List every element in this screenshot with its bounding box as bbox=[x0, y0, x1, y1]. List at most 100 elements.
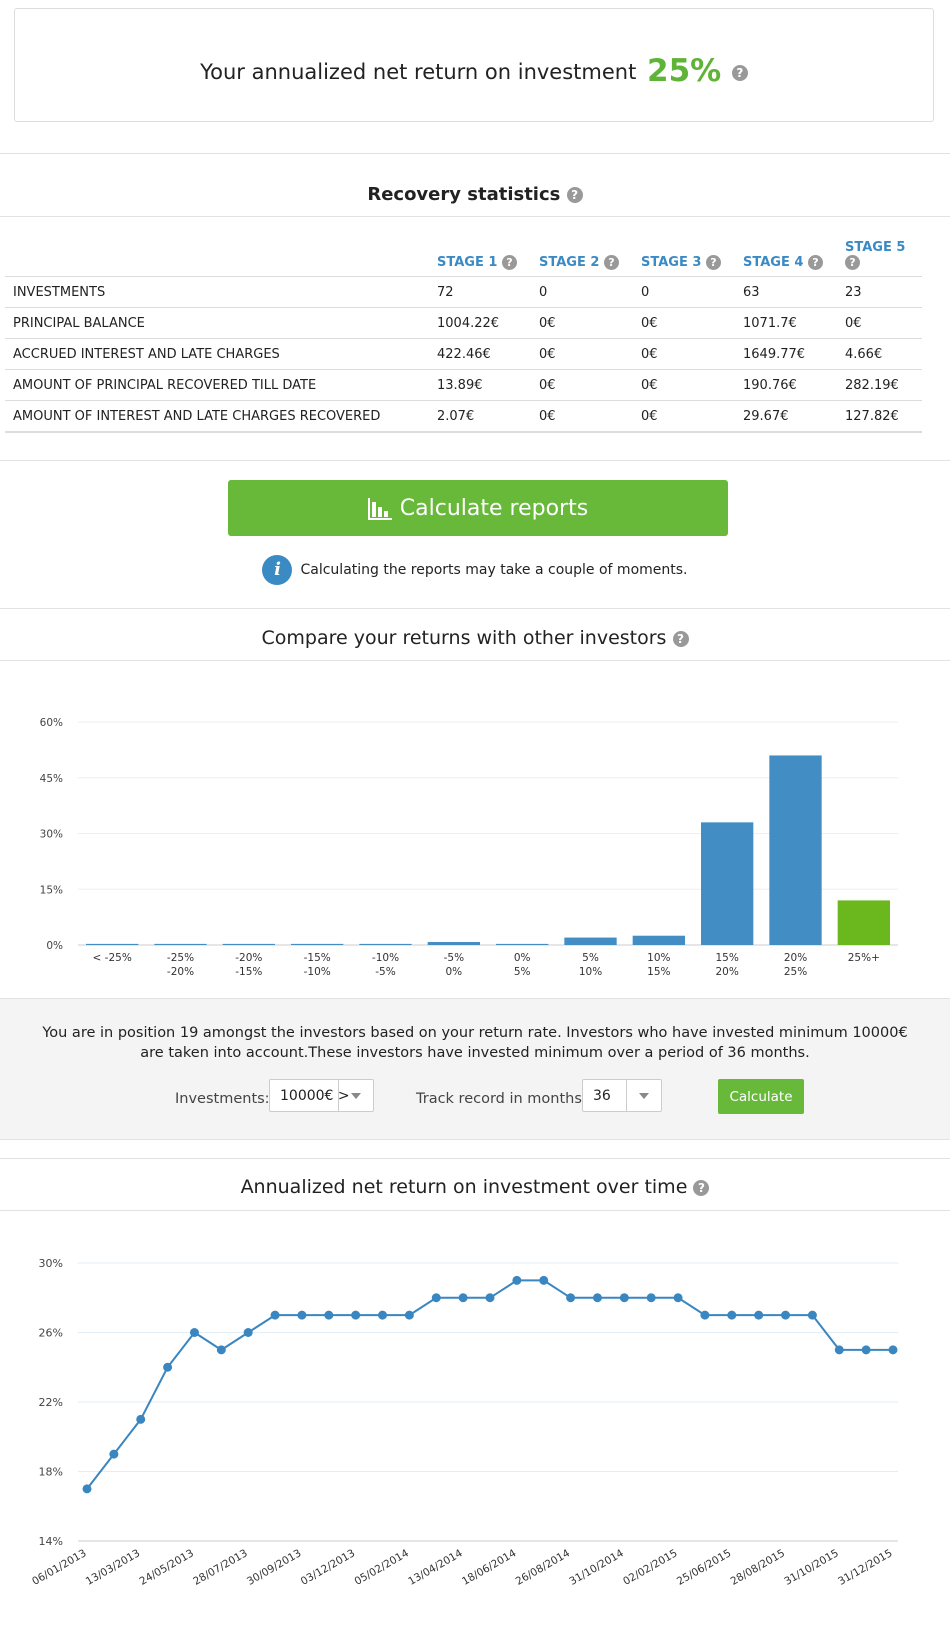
x-tick-label: 26/08/2014 bbox=[514, 1547, 573, 1588]
data-point bbox=[673, 1293, 683, 1303]
help-icon[interactable]: ? bbox=[705, 255, 721, 270]
track-record-label: Track record in months: bbox=[416, 1091, 587, 1107]
help-icon[interactable]: ? bbox=[807, 255, 823, 270]
x-tick-label: 10% bbox=[579, 966, 602, 978]
help-icon[interactable]: ? bbox=[731, 65, 748, 81]
y-tick-label: 30% bbox=[39, 1257, 63, 1270]
x-tick-label: 5% bbox=[514, 966, 531, 978]
x-tick-label: 30/09/2013 bbox=[245, 1547, 303, 1588]
table-cell: 1649.77€ bbox=[743, 338, 845, 370]
data-point bbox=[781, 1310, 791, 1320]
x-tick-label: 28/08/2015 bbox=[729, 1547, 787, 1588]
x-tick-label: -5% bbox=[375, 966, 395, 978]
data-point bbox=[807, 1310, 817, 1320]
bar bbox=[564, 937, 617, 945]
recovery-title: Recovery statistics bbox=[367, 184, 561, 205]
x-tick-label: -10% bbox=[372, 952, 399, 964]
help-icon[interactable]: ? bbox=[672, 630, 689, 647]
bar bbox=[86, 943, 139, 945]
x-tick-label: 20% bbox=[784, 952, 807, 964]
track-record-select[interactable]: 36 bbox=[582, 1079, 662, 1112]
compare-title: Compare your returns with other investor… bbox=[261, 627, 667, 649]
table-cell: 0€ bbox=[641, 307, 743, 339]
x-tick-label: 15% bbox=[715, 952, 738, 964]
position-text: You are in position 19 amongst the inves… bbox=[42, 1025, 908, 1061]
bar bbox=[701, 822, 754, 945]
table-cell: 0€ bbox=[641, 369, 743, 401]
table-row: AMOUNT OF INTEREST AND LATE CHARGES RECO… bbox=[5, 400, 922, 433]
x-tick-label: -20% bbox=[235, 952, 262, 964]
x-tick-label: 31/10/2015 bbox=[782, 1547, 840, 1588]
divider bbox=[0, 608, 950, 609]
roi-summary-box: Your annualized net return on investment… bbox=[14, 8, 934, 122]
table-row: PRINCIPAL BALANCE 1004.22€ 0€ 0€ 1071.7€… bbox=[5, 307, 922, 339]
data-point bbox=[727, 1310, 737, 1320]
stage-label: STAGE 2 bbox=[539, 255, 600, 270]
recovery-table: STAGE 1 ? STAGE 2 ? STAGE 3 ? STAGE 4 ? … bbox=[5, 238, 922, 433]
table-cell: 282.19€ bbox=[845, 369, 922, 401]
table-cell: 127.82€ bbox=[845, 400, 922, 433]
table-cell: 422.46€ bbox=[437, 338, 539, 370]
data-point bbox=[619, 1293, 629, 1303]
table-cell: 0€ bbox=[641, 400, 743, 433]
table-cell: 0 bbox=[641, 276, 743, 308]
help-icon[interactable]: ? bbox=[566, 187, 583, 203]
x-tick-label: < -25% bbox=[93, 952, 132, 964]
stage-header: STAGE 4 ? bbox=[743, 238, 845, 277]
calculate-reports-button[interactable]: Calculate reports bbox=[228, 480, 728, 536]
table-cell: 0€ bbox=[539, 338, 641, 370]
data-point bbox=[512, 1275, 522, 1285]
bar bbox=[837, 900, 890, 945]
recovery-title-row: Recovery statistics ? bbox=[0, 184, 950, 205]
bar bbox=[496, 943, 549, 945]
data-point bbox=[592, 1293, 602, 1303]
x-tick-label: 0% bbox=[445, 966, 462, 978]
row-label: INVESTMENTS bbox=[5, 276, 437, 308]
stage-label: STAGE 1 bbox=[437, 255, 498, 270]
data-point bbox=[109, 1449, 119, 1459]
x-tick-label: 02/02/2015 bbox=[621, 1547, 679, 1588]
x-tick-label: -20% bbox=[167, 966, 194, 978]
y-tick-label: 22% bbox=[39, 1396, 63, 1409]
help-icon[interactable]: ? bbox=[693, 1179, 710, 1196]
chevron-down-icon[interactable] bbox=[338, 1080, 373, 1111]
calculate-reports-label: Calculate reports bbox=[399, 495, 589, 521]
data-point bbox=[378, 1310, 388, 1320]
investments-select[interactable]: 10000€ > bbox=[269, 1079, 374, 1112]
stage-header: STAGE 3 ? bbox=[641, 238, 743, 277]
help-icon[interactable]: ? bbox=[845, 255, 860, 270]
bar bbox=[632, 935, 685, 945]
data-point bbox=[297, 1310, 307, 1320]
divider bbox=[0, 460, 950, 461]
over-time-title-row: Annualized net return on investment over… bbox=[0, 1176, 950, 1198]
calculate-button[interactable]: Calculate bbox=[718, 1079, 804, 1114]
reports-info: i Calculating the reports may take a coup… bbox=[0, 555, 950, 585]
y-tick-label: 0% bbox=[46, 940, 63, 952]
x-tick-label: 25/06/2015 bbox=[675, 1547, 733, 1588]
data-point bbox=[566, 1293, 576, 1303]
row-label: PRINCIPAL BALANCE bbox=[5, 307, 437, 339]
data-point bbox=[136, 1414, 146, 1424]
chevron-down-icon[interactable] bbox=[626, 1080, 661, 1111]
data-point bbox=[485, 1293, 495, 1303]
data-point bbox=[431, 1293, 441, 1303]
x-tick-label: 28/07/2013 bbox=[191, 1547, 249, 1588]
data-point bbox=[458, 1293, 468, 1303]
data-point bbox=[834, 1345, 844, 1355]
table-cell: 63 bbox=[743, 276, 845, 308]
track-record-value: 36 bbox=[593, 1088, 611, 1104]
data-point bbox=[216, 1345, 226, 1355]
x-tick-label: -10% bbox=[304, 966, 331, 978]
help-icon[interactable]: ? bbox=[501, 255, 517, 270]
y-tick-label: 26% bbox=[39, 1327, 63, 1340]
data-point bbox=[754, 1310, 764, 1320]
help-icon[interactable]: ? bbox=[603, 255, 619, 270]
x-tick-label: 05/02/2014 bbox=[352, 1547, 411, 1588]
over-time-title: Annualized net return on investment over… bbox=[240, 1176, 688, 1198]
table-cell: 13.89€ bbox=[437, 369, 539, 401]
x-tick-label: 10% bbox=[647, 952, 670, 964]
bar bbox=[769, 755, 822, 945]
data-point bbox=[404, 1310, 414, 1320]
y-tick-label: 60% bbox=[40, 717, 63, 729]
data-point bbox=[646, 1293, 656, 1303]
